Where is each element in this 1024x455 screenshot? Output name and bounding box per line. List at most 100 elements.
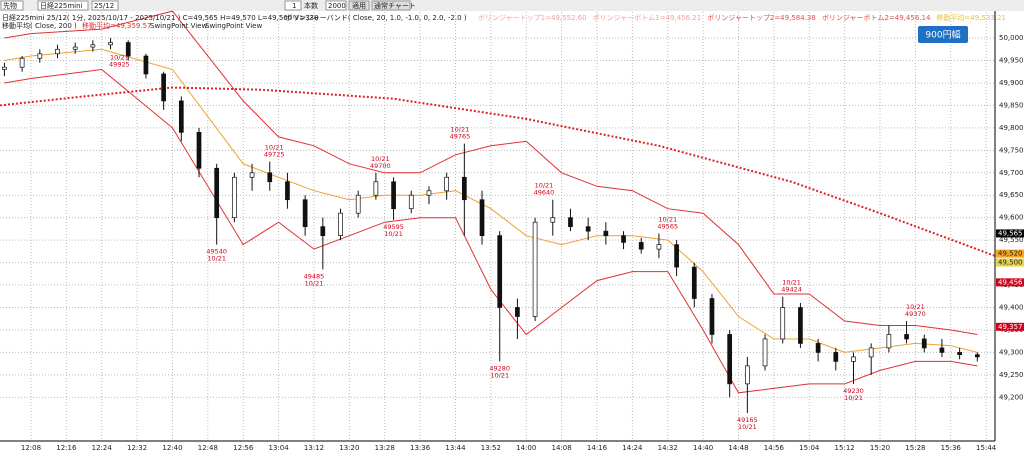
contract: 25/12 — [94, 2, 114, 10]
x-tick-label: 13:12 — [304, 444, 324, 452]
candle-body — [886, 334, 892, 349]
input[interactable] — [325, 0, 347, 11]
x-tick-label: 15:44 — [976, 444, 997, 452]
candle-body — [957, 352, 962, 356]
candle-body — [214, 167, 220, 219]
range-button-label: 900円幅 — [925, 29, 960, 41]
candle-body — [780, 307, 786, 340]
x-tick-label: 13:04 — [269, 444, 290, 452]
candle-body — [868, 347, 874, 358]
candle-body — [550, 217, 556, 223]
y-tick-label: 49,600 — [999, 214, 1024, 222]
price-badge — [996, 278, 1024, 287]
candle-body — [674, 244, 679, 268]
candle-body — [72, 46, 78, 50]
candle-body — [196, 132, 202, 169]
select[interactable] — [37, 0, 89, 11]
swing-price: 49485 — [304, 272, 325, 280]
band-middle — [4, 48, 978, 353]
swing-date: 10/21 — [535, 182, 554, 190]
moving-average — [0, 86, 996, 257]
swing-price: 49765 — [450, 133, 471, 141]
subtitle: 移動平均( Close, 200 ) — [2, 21, 77, 30]
indicator-value: ボリンジャーボトム1=49,456.21 — [593, 14, 702, 22]
count: 2000 — [328, 2, 346, 10]
candle-body — [921, 338, 927, 349]
band-upper — [4, 10, 978, 335]
x-tick-label: 13:44 — [445, 444, 466, 452]
candle-body — [408, 194, 414, 210]
x-tick-label: 14:48 — [728, 444, 748, 452]
y-tick-label: 49,900 — [999, 79, 1024, 87]
candle-body — [532, 221, 538, 317]
swing-price: 49700 — [370, 162, 391, 170]
x-tick-label: 14:32 — [658, 444, 678, 452]
swing-date: 10/21 — [658, 215, 677, 223]
candle-body — [479, 199, 485, 237]
x-tick-label: 14:56 — [764, 444, 785, 452]
candle-body — [143, 55, 149, 75]
candle-body — [568, 217, 573, 228]
swing-date: 10/21 — [782, 279, 801, 287]
x-tick-label: 12:32 — [127, 444, 147, 452]
band-lower — [4, 68, 978, 394]
mode: 通常チャート — [374, 1, 416, 10]
chart-title: 日経225mini 25/12( 1分, 2025/10/17 - 2025/1… — [2, 13, 318, 22]
select[interactable] — [0, 0, 24, 11]
x-tick-label: 12:40 — [162, 444, 182, 452]
candle-body — [355, 194, 361, 214]
indicator: ボリンジャーバンド( Close, 20, 1.0, -1.0, 0, 2.0,… — [285, 14, 467, 22]
candle-body — [974, 354, 980, 358]
swing-date: 10/21 — [384, 230, 403, 238]
swing-date: 10/21 — [305, 279, 324, 287]
input[interactable] — [284, 0, 302, 11]
interval: 1 — [292, 2, 296, 10]
swing-price: 49424 — [781, 286, 802, 294]
indicator-value: ボリンジャートップ1=49,552.60 — [478, 14, 587, 22]
candle-body — [815, 343, 821, 353]
candle-body — [727, 334, 733, 385]
candle-body — [267, 172, 273, 183]
x-tick-label: 14:24 — [622, 444, 643, 452]
candle-body — [373, 181, 379, 196]
swing-date: 10/21 — [207, 255, 226, 263]
y-tick-label: 49,200 — [999, 393, 1024, 401]
candle-body — [90, 44, 96, 48]
y-tick-label: 49,250 — [999, 371, 1024, 379]
price-badge-label: 49,357 — [998, 323, 1023, 331]
y-tick-label: 49,400 — [999, 304, 1024, 312]
candle-body — [833, 352, 839, 362]
y-tick-label: 49,700 — [999, 169, 1024, 177]
x-tick-label: 15:28 — [905, 444, 925, 452]
candle-body — [285, 181, 290, 201]
swing-date: 10/21 — [451, 126, 470, 134]
select[interactable] — [91, 0, 119, 11]
apply-button[interactable] — [348, 0, 370, 11]
price-badge-label: 49,565 — [998, 229, 1023, 237]
y-tick-label: 49,850 — [999, 101, 1024, 109]
x-tick-label: 13:36 — [410, 444, 431, 452]
candle-body — [302, 199, 308, 228]
swing-date: 10/21 — [906, 303, 925, 311]
swing-price: 49370 — [905, 310, 926, 318]
x-tick-label: 15:04 — [799, 444, 820, 452]
subtitle-extra: SwingPoint View — [205, 22, 262, 30]
candle-body — [391, 181, 396, 210]
candle-body — [904, 334, 909, 340]
x-tick-label: 13:20 — [339, 444, 359, 452]
swing-price: 49165 — [737, 416, 758, 424]
x-tick-label: 14:40 — [693, 444, 713, 452]
candle-body — [178, 100, 184, 133]
swing-date: 10/21 — [371, 155, 390, 163]
swing-date: 10/21 — [738, 423, 757, 431]
y-tick-label: 49,750 — [999, 146, 1024, 154]
candle-body — [745, 365, 750, 385]
mode-button[interactable] — [371, 0, 411, 11]
toolbar — [0, 0, 1024, 11]
range-button[interactable] — [918, 26, 968, 43]
x-tick-label: 14:00 — [516, 444, 536, 452]
candle-body — [461, 176, 467, 201]
price-badge — [996, 258, 1024, 267]
x-tick-label: 13:52 — [481, 444, 501, 452]
